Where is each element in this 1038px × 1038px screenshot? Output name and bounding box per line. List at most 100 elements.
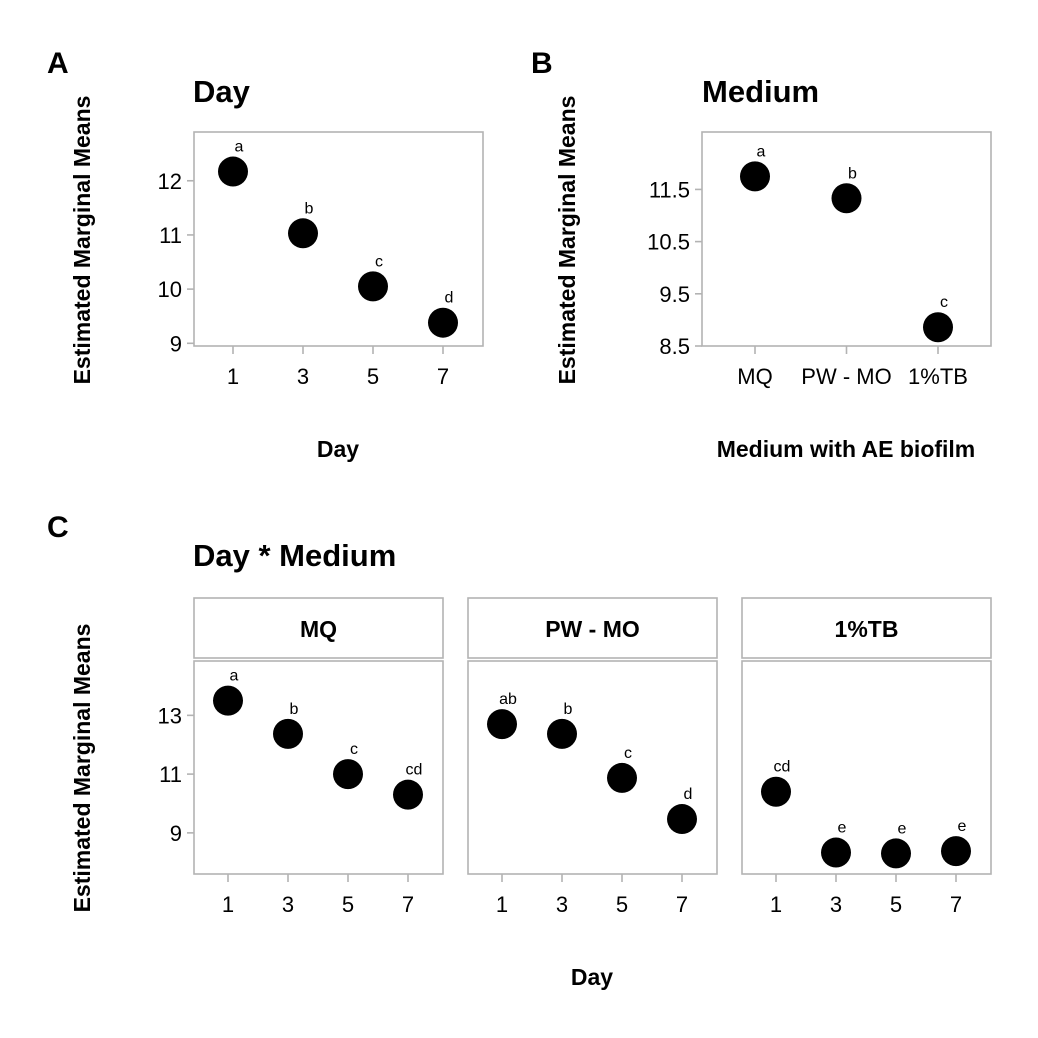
panel-c: C Day * Medium Estimated Marginal Means … [47, 511, 992, 990]
y-tick-label: 9 [170, 821, 182, 846]
data-point [881, 838, 911, 869]
significance-label: a [230, 668, 239, 685]
y-tick-label: 9.5 [659, 282, 690, 307]
x-tick-label: 3 [282, 892, 294, 917]
data-point [607, 762, 637, 793]
panel-b: B Medium Estimated Marginal Means Medium… [531, 47, 992, 462]
x-tick-label: 5 [616, 892, 628, 917]
x-tick-label: 7 [402, 892, 414, 917]
y-tick-label: 11 [159, 223, 182, 248]
significance-label: d [445, 290, 454, 307]
panel-a-y-axis-title: Estimated Marginal Means [69, 96, 95, 385]
x-tick-label: 7 [437, 364, 449, 389]
data-point [547, 718, 577, 749]
x-tick-label: 5 [367, 364, 379, 389]
significance-label: e [898, 820, 907, 837]
data-point [740, 161, 770, 192]
panel-a-title: Day [193, 74, 251, 109]
panel-a-x-axis-title: Day [317, 436, 359, 462]
significance-label: e [838, 820, 847, 837]
panel-b-letter: B [531, 47, 553, 80]
data-point [667, 804, 697, 835]
significance-label: b [848, 165, 857, 182]
x-tick-label: 1 [222, 892, 234, 917]
facet-marks: a b c cd [213, 668, 423, 810]
facet-plot-frame [741, 660, 992, 875]
panel-b-y-axis-title: Estimated Marginal Means [554, 96, 580, 385]
data-point [393, 779, 423, 810]
y-tick-label: 11 [159, 762, 182, 787]
significance-label: ab [499, 691, 517, 708]
y-tick-label: 10 [158, 277, 182, 302]
x-tick-label: 1 [227, 364, 239, 389]
facet-ticks: 1 3 5 7 [770, 874, 962, 917]
x-tick-label: 3 [297, 364, 309, 389]
facet-marks: ab b c d [487, 691, 697, 835]
data-point [218, 156, 248, 187]
significance-label: c [350, 741, 358, 758]
data-point [941, 836, 971, 867]
facet-ticks: 1 3 5 7 [496, 874, 688, 917]
x-tick-label: 3 [830, 892, 842, 917]
panel-b-marks: a b c [740, 143, 953, 343]
significance-label: b [305, 200, 314, 217]
data-point [273, 718, 303, 749]
panel-b-x-axis-title: Medium with AE biofilm [717, 436, 976, 462]
y-tick-label: 12 [158, 169, 182, 194]
facet-1: PW - MO 1 3 5 7 ab b c d [467, 597, 718, 917]
facet-strip [193, 597, 444, 659]
y-tick-label: 8.5 [659, 334, 690, 359]
data-point [923, 312, 953, 343]
y-tick-label: 11.5 [649, 177, 690, 202]
facet-plot-frame [467, 660, 718, 875]
panel-b-ticks: 8.5 9.5 10.5 11.5 MQ PW - MO 1%TB [647, 177, 968, 389]
y-tick-label: 9 [170, 331, 182, 356]
data-point [358, 271, 388, 302]
significance-label: a [235, 139, 244, 156]
facet-strip-label: PW - MO [545, 616, 640, 642]
significance-label: c [940, 294, 948, 311]
significance-label: e [958, 818, 967, 835]
x-tick-label: 5 [890, 892, 902, 917]
data-point [821, 837, 851, 868]
panel-c-letter: C [47, 511, 69, 544]
panel-a-marks: a b c d [218, 139, 458, 338]
x-tick-label: 1 [496, 892, 508, 917]
data-point [487, 709, 517, 740]
panel-a: A Day Estimated Marginal Means Day 91011… [47, 47, 484, 462]
y-tick-label: 13 [158, 703, 182, 728]
panel-a-letter: A [47, 47, 69, 80]
x-tick-label: 7 [676, 892, 688, 917]
facet-strip-label: 1%TB [835, 616, 899, 642]
data-point [831, 183, 862, 214]
y-tick-label: 10.5 [647, 230, 690, 255]
facet-strip [741, 597, 992, 659]
x-tick-label: 3 [556, 892, 568, 917]
data-point [428, 307, 458, 338]
x-tick-label: PW - MO [801, 364, 891, 389]
facet-2: 1%TB 1 3 5 7 cd e e e [741, 597, 992, 917]
x-tick-label: 1 [770, 892, 782, 917]
data-point [333, 759, 363, 790]
facet-marks: cd e e e [761, 759, 971, 869]
facet-plot-frame [193, 660, 444, 875]
significance-label: d [684, 786, 693, 803]
significance-label: cd [406, 762, 423, 779]
panel-b-title: Medium [702, 74, 819, 109]
x-tick-label: MQ [737, 364, 772, 389]
facet-strip-label: MQ [300, 616, 337, 642]
panel-c-y-axis-title: Estimated Marginal Means [69, 624, 95, 913]
x-tick-label: 5 [342, 892, 354, 917]
data-point [761, 776, 791, 807]
significance-label: b [564, 701, 573, 718]
x-tick-label: 7 [950, 892, 962, 917]
significance-label: b [290, 701, 299, 718]
significance-label: c [624, 745, 632, 762]
panel-c-x-axis-title: Day [571, 964, 613, 990]
significance-label: cd [774, 759, 791, 776]
significance-label: a [757, 143, 766, 160]
